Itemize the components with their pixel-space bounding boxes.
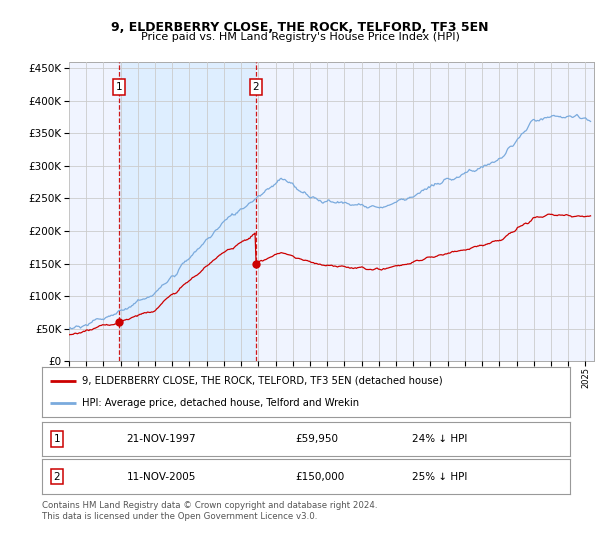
Text: 2: 2 xyxy=(253,82,259,92)
Text: 24% ↓ HPI: 24% ↓ HPI xyxy=(412,434,467,444)
Text: 9, ELDERBERRY CLOSE, THE ROCK, TELFORD, TF3 5EN: 9, ELDERBERRY CLOSE, THE ROCK, TELFORD, … xyxy=(111,21,489,34)
Text: 25% ↓ HPI: 25% ↓ HPI xyxy=(412,472,467,482)
Bar xyxy=(119,62,256,361)
Text: 21-NOV-1997: 21-NOV-1997 xyxy=(127,434,196,444)
Text: Price paid vs. HM Land Registry's House Price Index (HPI): Price paid vs. HM Land Registry's House … xyxy=(140,32,460,42)
Text: 11-NOV-2005: 11-NOV-2005 xyxy=(127,472,196,482)
Text: 1: 1 xyxy=(53,434,60,444)
Text: HPI: Average price, detached house, Telford and Wrekin: HPI: Average price, detached house, Telf… xyxy=(82,398,359,408)
Text: 2: 2 xyxy=(53,472,60,482)
Text: 1: 1 xyxy=(115,82,122,92)
Text: £150,000: £150,000 xyxy=(295,472,344,482)
Text: £59,950: £59,950 xyxy=(295,434,338,444)
Text: 9, ELDERBERRY CLOSE, THE ROCK, TELFORD, TF3 5EN (detached house): 9, ELDERBERRY CLOSE, THE ROCK, TELFORD, … xyxy=(82,376,442,386)
Text: Contains HM Land Registry data © Crown copyright and database right 2024.
This d: Contains HM Land Registry data © Crown c… xyxy=(42,501,377,521)
